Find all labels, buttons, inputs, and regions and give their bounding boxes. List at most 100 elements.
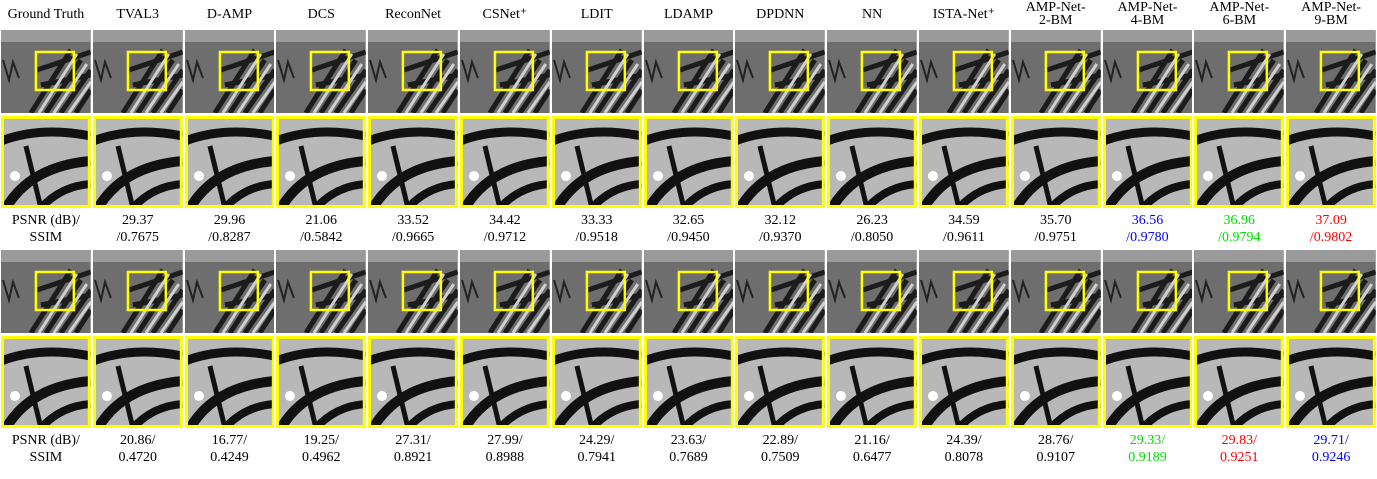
image [644, 30, 734, 113]
image [1194, 30, 1284, 113]
ssim: /0.9518 [551, 230, 643, 245]
image [1, 250, 91, 333]
image [1, 30, 91, 113]
zoom-image [1103, 336, 1193, 428]
metric-label: PSNR (dB)/ [0, 433, 92, 448]
psnr: 29.83/ [1193, 433, 1285, 448]
ssim: /0.9712 [459, 230, 551, 245]
ssim: 0.4962 [275, 450, 367, 465]
zoom-image [1, 336, 91, 428]
image [827, 250, 917, 333]
image [735, 30, 825, 113]
psnr: 29.96 [184, 213, 276, 228]
zoom-image [1011, 116, 1101, 208]
ssim: 0.8988 [459, 450, 551, 465]
ssim: 0.9251 [1193, 450, 1285, 465]
zoom-image [185, 336, 275, 428]
column-header: CSNet⁺ [459, 7, 551, 22]
zoom-image [735, 116, 825, 208]
image [1103, 250, 1193, 333]
column-header: ISTA-Net⁺ [918, 7, 1010, 22]
column-header: 2-BM [1010, 13, 1102, 28]
image [1286, 30, 1376, 113]
ssim: /0.7675 [92, 230, 184, 245]
zoom-image [460, 336, 550, 428]
zoom-image [1286, 336, 1376, 428]
ssim: 0.4249 [184, 450, 276, 465]
ssim: /0.9665 [367, 230, 459, 245]
psnr: 21.16/ [826, 433, 918, 448]
zoom-image [552, 336, 642, 428]
column-header: Ground Truth [0, 7, 92, 22]
image [919, 30, 1009, 113]
zoom-image [460, 116, 550, 208]
ssim: 0.7509 [734, 450, 826, 465]
psnr: 26.23 [826, 213, 918, 228]
zoom-image [1194, 116, 1284, 208]
image [93, 30, 183, 113]
ssim: /0.9370 [734, 230, 826, 245]
image [919, 250, 1009, 333]
column-header: DCS [275, 7, 367, 22]
zoom-image [93, 336, 183, 428]
psnr: 33.52 [367, 213, 459, 228]
zoom-image [368, 116, 458, 208]
image [368, 30, 458, 113]
zoom-image [1011, 336, 1101, 428]
psnr: 29.37 [92, 213, 184, 228]
ssim: /0.9802 [1285, 230, 1377, 245]
column-header: LDIT [551, 7, 643, 22]
image [552, 30, 642, 113]
zoom-image [276, 336, 366, 428]
ssim: /0.9751 [1010, 230, 1102, 245]
ssim: /0.8287 [184, 230, 276, 245]
image [276, 30, 366, 113]
psnr: 24.29/ [551, 433, 643, 448]
psnr: 19.25/ [275, 433, 367, 448]
zoom-image [1, 116, 91, 208]
psnr: 36.96 [1193, 213, 1285, 228]
ssim: /0.9794 [1193, 230, 1285, 245]
image [460, 250, 550, 333]
psnr: 21.06 [275, 213, 367, 228]
ssim: /0.9611 [918, 230, 1010, 245]
ssim: 0.4720 [92, 450, 184, 465]
column-header: 6-BM [1193, 13, 1285, 28]
zoom-image [827, 336, 917, 428]
column-header: NN [826, 7, 918, 22]
image [644, 250, 734, 333]
image [368, 250, 458, 333]
psnr: 20.86/ [92, 433, 184, 448]
ssim: /0.9780 [1102, 230, 1194, 245]
column-header: LDAMP [643, 7, 735, 22]
image [460, 30, 550, 113]
column-header: 4-BM [1102, 13, 1194, 28]
metric-label: SSIM [0, 450, 92, 465]
psnr: 33.33 [551, 213, 643, 228]
zoom-image [552, 116, 642, 208]
zoom-image [644, 116, 734, 208]
column-header: TVAL3 [92, 7, 184, 22]
image [93, 250, 183, 333]
metric-label: SSIM [0, 230, 92, 245]
psnr: 28.76/ [1010, 433, 1102, 448]
zoom-image [1194, 336, 1284, 428]
psnr: 37.09 [1285, 213, 1377, 228]
ssim: 0.7941 [551, 450, 643, 465]
ssim: 0.9246 [1285, 450, 1377, 465]
zoom-image [919, 116, 1009, 208]
ssim: /0.5842 [275, 230, 367, 245]
zoom-image [93, 116, 183, 208]
column-header: ReconNet [367, 7, 459, 22]
column-header: 9-BM [1285, 13, 1377, 28]
image [276, 250, 366, 333]
zoom-image [644, 336, 734, 428]
figure: Ground TruthTVAL3D-AMPDCSReconNetCSNet⁺L… [0, 0, 1377, 479]
psnr: 29.33/ [1102, 433, 1194, 448]
psnr: 32.65 [643, 213, 735, 228]
psnr: 34.59 [918, 213, 1010, 228]
ssim: 0.8921 [367, 450, 459, 465]
image [1011, 30, 1101, 113]
image [1194, 250, 1284, 333]
metric-label: PSNR (dB)/ [0, 213, 92, 228]
